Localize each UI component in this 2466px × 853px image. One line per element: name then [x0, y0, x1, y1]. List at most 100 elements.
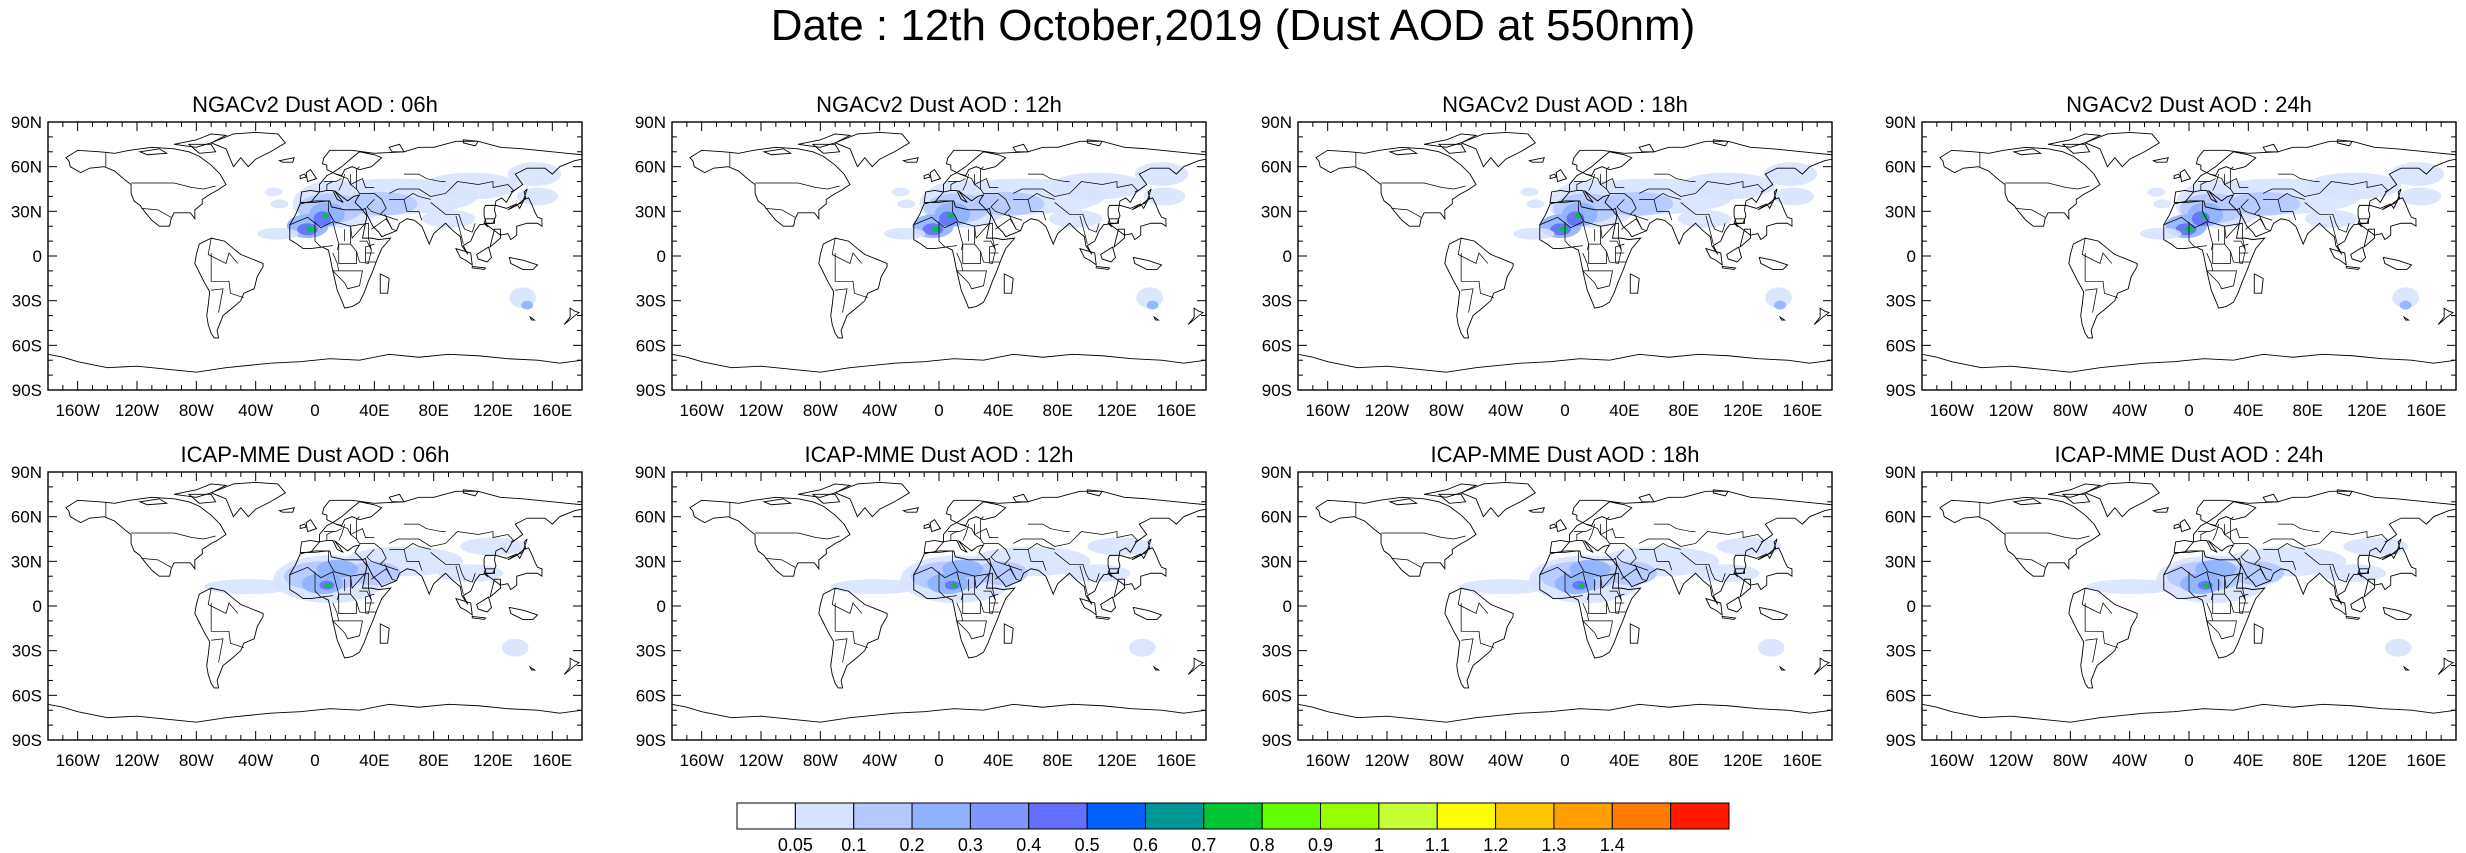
lon-tick-label: 160W: [679, 751, 723, 770]
lat-tick-label: 30N: [1885, 202, 1916, 221]
colorbar-swatch: [736, 802, 796, 830]
figure-title: Date : 12th October,2019 (Dust AOD at 55…: [770, 1, 1696, 50]
lon-tick-label: 120W: [1365, 751, 1409, 770]
map-panel-1: NGACv2 Dust AOD : 06h 160W 120W 80W 40W 0 40E 8…: [11, 92, 583, 420]
colorbar-label: 1: [1374, 835, 1384, 853]
colorbar-swatch: [853, 802, 913, 830]
map-background: [1298, 122, 1832, 390]
lon-tick-label: 0: [934, 751, 943, 770]
colorbar-swatch: [1436, 802, 1497, 830]
map-panel-8: ICAP-MME Dust AOD : 24h 160W 120W 80W 40W 0 40…: [1885, 442, 2457, 770]
colorbar-swatch: [1670, 802, 1730, 830]
colorbar-swatch: [911, 802, 971, 830]
lon-tick-label: 40E: [983, 401, 1013, 420]
colorbar-label: 0.7: [1191, 835, 1216, 853]
colorbar-label: 0.05: [778, 835, 813, 853]
lon-tick-label: 120E: [1097, 401, 1137, 420]
colorbar-swatch: [1028, 802, 1088, 830]
lat-tick-label: 90N: [1261, 113, 1292, 132]
panel-title: ICAP-MME Dust AOD : 12h: [805, 442, 1074, 467]
lat-tick-label: 0: [33, 247, 42, 266]
lat-tick-label: 60S: [1886, 686, 1916, 705]
panel-title: ICAP-MME Dust AOD : 06h: [181, 442, 450, 467]
lon-tick-label: 120W: [115, 751, 159, 770]
colorbar-swatch: [969, 802, 1030, 830]
lat-tick-label: 0: [1907, 597, 1916, 616]
colorbar-label: 1.3: [1541, 835, 1566, 853]
lon-tick-label: 160E: [1782, 751, 1822, 770]
map-panel-5: ICAP-MME Dust AOD : 06h 160W 120W 80W 40W 0 40…: [11, 442, 583, 770]
lon-tick-label: 80W: [803, 401, 838, 420]
lon-tick-label: 40E: [1609, 401, 1639, 420]
map-panel-4: NGACv2 Dust AOD : 24h 160W 120W 80W 40W 0 40E 8…: [1885, 92, 2457, 420]
lon-tick-label: 40W: [2112, 401, 2147, 420]
colorbar-swatch: [1495, 802, 1555, 830]
lon-tick-label: 40W: [238, 751, 273, 770]
lat-tick-label: 30N: [635, 202, 666, 221]
map-background: [672, 122, 1206, 390]
panel-title: NGACv2 Dust AOD : 24h: [2066, 92, 2312, 117]
lon-tick-label: 80W: [1429, 751, 1464, 770]
lat-tick-label: 30S: [12, 292, 42, 311]
lon-tick-label: 40W: [862, 751, 897, 770]
map-background: [48, 122, 582, 390]
lon-tick-label: 120W: [1365, 401, 1409, 420]
lon-tick-label: 80E: [419, 401, 449, 420]
lat-tick-label: 60N: [635, 508, 666, 527]
lon-tick-label: 160W: [1305, 751, 1349, 770]
lat-tick-label: 0: [1283, 247, 1292, 266]
lon-tick-label: 160E: [1156, 751, 1196, 770]
lon-tick-label: 120W: [115, 401, 159, 420]
colorbar-label: 0.5: [1075, 835, 1100, 853]
colorbar-swatch: [1144, 802, 1205, 830]
colorbar: 0.05 0.1 0.2 0.3 0.4 0.5 0.6 0.7 0.8 0.9 1 1.1 1.2 1.…: [736, 802, 1730, 853]
lon-tick-label: 160E: [2406, 401, 2446, 420]
lat-tick-label: 90N: [1885, 463, 1916, 482]
colorbar-swatch: [1320, 802, 1380, 830]
lat-tick-label: 0: [33, 597, 42, 616]
colorbar-label: 1.4: [1600, 835, 1625, 853]
panel-title: ICAP-MME Dust AOD : 18h: [1431, 442, 1700, 467]
lon-tick-label: 160E: [1782, 401, 1822, 420]
lon-tick-label: 40W: [1488, 751, 1523, 770]
lon-tick-label: 40W: [1488, 401, 1523, 420]
map-background: [672, 472, 1206, 740]
lon-tick-label: 0: [934, 401, 943, 420]
lat-tick-label: 30N: [1261, 202, 1292, 221]
lon-tick-label: 160E: [532, 401, 572, 420]
map-panel-7: ICAP-MME Dust AOD : 18h 160W 120W 80W 40W 0 40…: [1261, 442, 1833, 770]
lat-tick-label: 30S: [1886, 642, 1916, 661]
lat-tick-label: 60S: [12, 686, 42, 705]
lon-tick-label: 160E: [2406, 751, 2446, 770]
lat-tick-label: 90N: [11, 113, 42, 132]
lon-tick-label: 0: [2184, 751, 2193, 770]
lat-tick-label: 30S: [1262, 642, 1292, 661]
panel-title: NGACv2 Dust AOD : 06h: [192, 92, 438, 117]
lon-tick-label: 40W: [862, 401, 897, 420]
colorbar-swatch: [1553, 802, 1613, 830]
dust-aod-field: [2140, 162, 2445, 310]
lon-tick-label: 80W: [2053, 751, 2088, 770]
colorbar-swatch: [1378, 802, 1438, 830]
lon-tick-label: 80E: [419, 751, 449, 770]
lat-tick-label: 30S: [12, 642, 42, 661]
lat-tick-label: 30S: [636, 292, 666, 311]
lat-tick-label: 0: [1907, 247, 1916, 266]
lat-tick-label: 30S: [636, 642, 666, 661]
colorbar-label: 0.9: [1308, 835, 1333, 853]
lat-tick-label: 60N: [1261, 158, 1292, 177]
lat-tick-label: 90S: [636, 731, 666, 750]
lon-tick-label: 80E: [1669, 751, 1699, 770]
colorbar-label: 0.3: [958, 835, 983, 853]
lon-tick-label: 40E: [2233, 751, 2263, 770]
lat-tick-label: 60S: [1262, 686, 1292, 705]
lat-tick-label: 60S: [1262, 336, 1292, 355]
lon-tick-label: 40E: [359, 401, 389, 420]
colorbar-swatch: [1086, 802, 1146, 830]
lat-tick-label: 90N: [635, 113, 666, 132]
lon-tick-label: 80E: [1043, 401, 1073, 420]
lon-tick-label: 40E: [1609, 751, 1639, 770]
colorbar-label: 0.8: [1250, 835, 1275, 853]
map-background: [1298, 472, 1832, 740]
lon-tick-label: 160W: [679, 401, 723, 420]
